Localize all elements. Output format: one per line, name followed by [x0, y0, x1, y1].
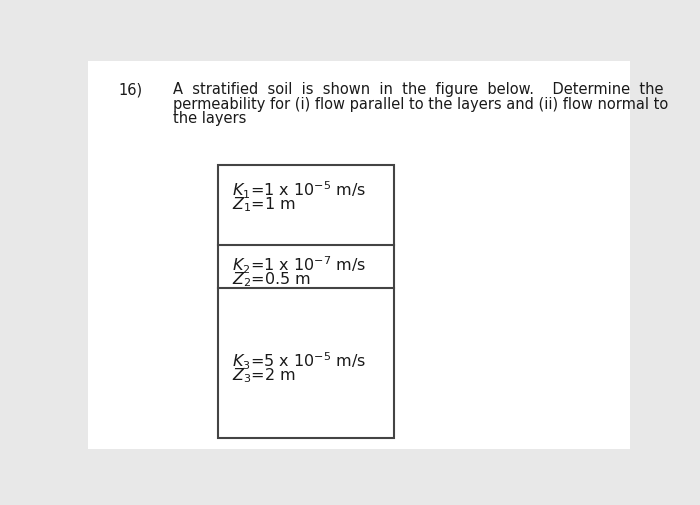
Text: the layers: the layers	[173, 112, 246, 126]
Text: A  stratified  soil  is  shown  in  the  figure  below.    Determine  the: A stratified soil is shown in the figure…	[173, 82, 664, 97]
Bar	[218, 165, 393, 438]
Text: $K_2$=1 x 10$^{-7}$ m/s: $K_2$=1 x 10$^{-7}$ m/s	[232, 255, 366, 276]
Bar	[88, 61, 630, 449]
Text: $Z_3$=2 m: $Z_3$=2 m	[232, 366, 295, 385]
Text: $K_3$=5 x 10$^{-5}$ m/s: $K_3$=5 x 10$^{-5}$ m/s	[232, 350, 366, 372]
Text: $K_1$=1 x 10$^{-5}$ m/s: $K_1$=1 x 10$^{-5}$ m/s	[232, 180, 366, 201]
Text: 16): 16)	[118, 82, 143, 97]
Text: permeability for (i) flow parallel to the layers and (ii) flow normal to: permeability for (i) flow parallel to th…	[173, 97, 668, 112]
Text: $Z_2$=0.5 m: $Z_2$=0.5 m	[232, 270, 311, 288]
Text: $Z_1$=1 m: $Z_1$=1 m	[232, 195, 295, 214]
